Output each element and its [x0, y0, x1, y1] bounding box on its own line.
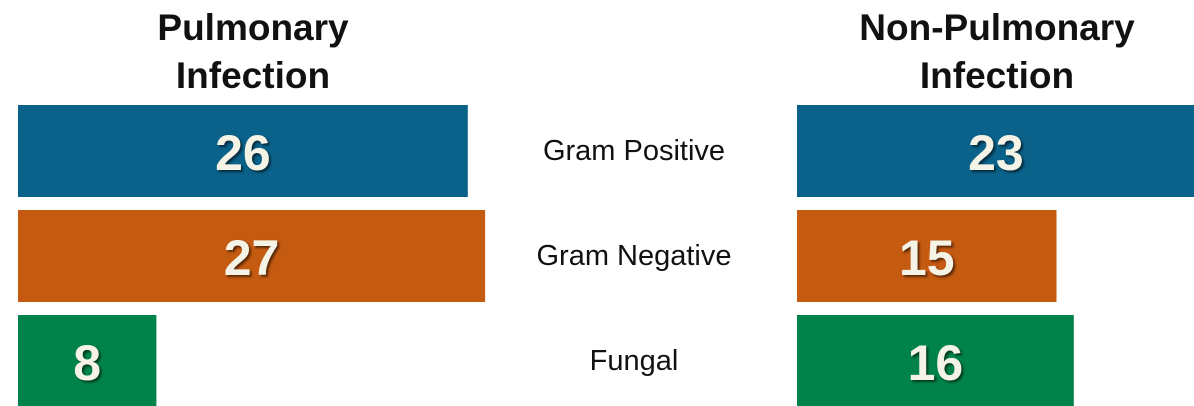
- bar: [18, 315, 157, 406]
- category-label: Gram Negative: [536, 240, 731, 272]
- value-label: 23: [968, 125, 1024, 181]
- bar: [797, 210, 1057, 302]
- bar: [18, 105, 468, 197]
- value-label: 8: [73, 335, 101, 391]
- value-label: 27: [224, 230, 280, 286]
- series-title: Non-Pulmonary Infection: [859, 7, 1135, 96]
- value-label: 16: [908, 335, 964, 391]
- value-label: 15: [899, 230, 955, 286]
- bar: [18, 210, 486, 302]
- category-label: Fungal: [590, 345, 679, 377]
- category-label: Gram Positive: [543, 135, 725, 167]
- value-label: 26: [215, 125, 271, 181]
- bar: [797, 315, 1074, 406]
- bar: [797, 105, 1194, 197]
- series-title: Pulmonary Infection: [157, 7, 349, 96]
